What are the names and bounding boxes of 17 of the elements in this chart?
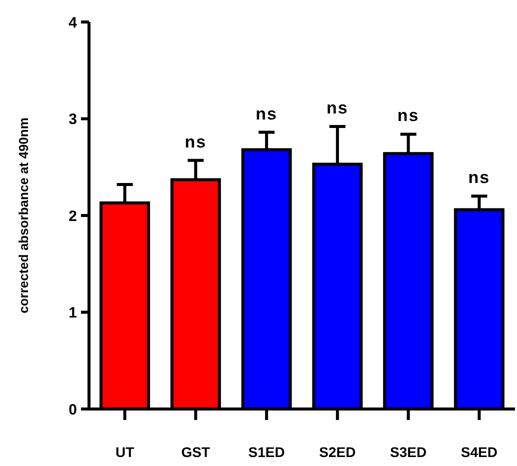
y-tick-label: 3 <box>68 111 77 128</box>
y-tick-label: 0 <box>68 401 77 418</box>
data-label: ns <box>326 98 348 118</box>
x-tick-label: S1ED <box>248 444 285 460</box>
data-label: ns <box>397 106 420 126</box>
y-tick-label: 1 <box>68 304 77 322</box>
x-tick-label: S2ED <box>319 444 356 460</box>
y-axis-title: corrected absorbance at 490nm <box>16 118 31 314</box>
y-tick-label: 4 <box>68 14 78 32</box>
data-label: ns <box>184 132 207 152</box>
x-tick-label: UT <box>115 444 135 460</box>
x-tick-label: S3ED <box>390 444 427 460</box>
y-tick-label: 2 <box>68 208 77 225</box>
data-label: ns <box>256 104 278 124</box>
x-tick-label: GST <box>181 444 211 460</box>
data-label: ns <box>468 168 490 188</box>
x-tick-label: S4ED <box>460 444 498 460</box>
